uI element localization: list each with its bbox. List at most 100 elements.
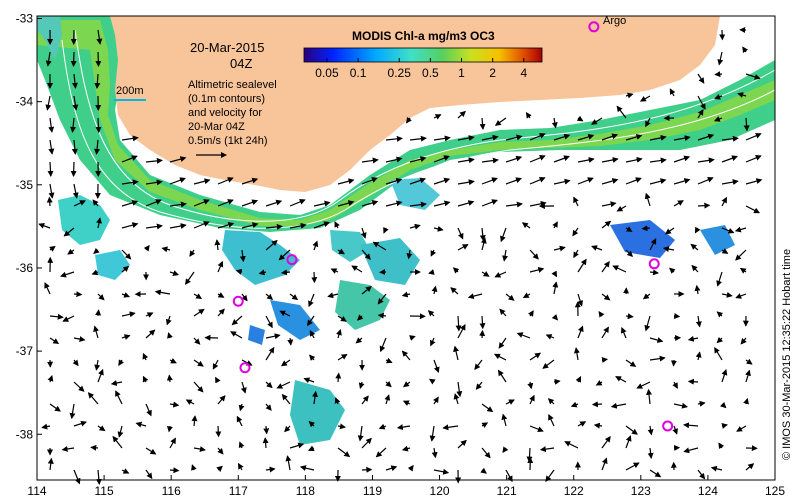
velocity-arrow [121, 334, 131, 340]
velocity-arrow [647, 425, 654, 436]
velocity-arrow [409, 135, 427, 142]
velocity-arrow [612, 265, 627, 273]
velocity-arrow [645, 117, 651, 128]
velocity-arrow [241, 177, 259, 185]
velocity-arrow [38, 222, 51, 229]
velocity-arrow [601, 357, 608, 363]
velocity-arrow [664, 227, 675, 235]
x-tick-label: 124 [698, 484, 718, 498]
velocity-arrow [169, 401, 180, 408]
velocity-arrow [49, 245, 56, 252]
velocity-arrow [361, 200, 379, 207]
velocity-arrow [695, 315, 702, 328]
velocity-arrow [145, 223, 163, 230]
velocity-arrow [429, 425, 436, 442]
velocity-arrow [529, 425, 544, 433]
velocity-arrow [73, 291, 83, 298]
velocity-arrow [457, 110, 466, 119]
velocity-arrow [236, 415, 243, 427]
velocity-arrow [265, 333, 281, 340]
argo-float-marker [286, 254, 298, 266]
velocity-arrow [330, 268, 339, 274]
velocity-arrow [553, 133, 571, 141]
velocity-arrow [97, 425, 106, 432]
velocity-arrow [299, 465, 315, 471]
velocity-arrow [721, 196, 728, 207]
velocity-arrow [385, 135, 403, 142]
velocity-arrow [193, 293, 203, 300]
velocity-arrow [285, 455, 292, 471]
velocity-arrow [625, 359, 637, 367]
velocity-arrow [577, 156, 595, 163]
velocity-arrow [46, 196, 53, 207]
velocity-arrow [240, 381, 247, 394]
velocity-arrow [337, 447, 351, 458]
velocity-arrow [745, 369, 751, 383]
velocity-arrow [185, 271, 195, 285]
velocity-arrow [601, 133, 619, 141]
velocity-arrow [572, 227, 579, 237]
argo-floats [232, 21, 674, 432]
velocity-arrow [481, 157, 499, 164]
velocity-arrow [377, 293, 387, 305]
colorbar-tick-label: 0.05 [315, 66, 339, 80]
velocity-arrow [409, 201, 427, 208]
annotation-line: and velocity for [188, 107, 262, 119]
velocity-arrow [287, 337, 294, 346]
velocity-arrow [429, 337, 436, 347]
velocity-arrow [361, 157, 379, 164]
velocity-arrow [217, 395, 226, 405]
velocity-arrow [721, 291, 733, 298]
velocity-arrow [716, 271, 723, 287]
velocity-arrow [121, 265, 130, 273]
velocity-arrow [169, 437, 176, 449]
velocity-arrow [145, 199, 162, 207]
velocity-arrow [334, 397, 341, 405]
velocity-arrow [142, 352, 149, 361]
velocity-arrow [577, 293, 584, 307]
y-tick-label: -33 [16, 11, 34, 25]
velocity-arrow [166, 374, 173, 383]
map-time: 04Z [230, 56, 252, 71]
velocity-arrow [334, 221, 340, 229]
velocity-arrow [95, 469, 102, 485]
velocity-arrow [500, 227, 507, 243]
x-tick-label: 123 [631, 484, 651, 498]
velocity-arrow [71, 73, 78, 89]
velocity-arrow [241, 222, 259, 229]
velocity-arrow [92, 199, 99, 207]
annotation-line: (0.1m contours) [188, 93, 265, 105]
land-mass [110, 16, 720, 192]
velocity-arrow [385, 177, 403, 185]
argo-float-marker [239, 362, 251, 374]
velocity-arrow [481, 199, 498, 207]
velocity-arrow [47, 375, 54, 383]
velocity-arrow [743, 117, 750, 132]
velocity-arrow [217, 447, 224, 455]
velocity-arrow [625, 462, 640, 471]
velocity-arrow [694, 284, 701, 295]
velocity-arrow [481, 447, 491, 459]
velocity-arrow [573, 249, 579, 259]
velocity-arrow [427, 310, 435, 317]
velocity-arrow [697, 157, 715, 164]
y-tick-label: -35 [16, 178, 34, 192]
velocity-arrow [217, 308, 225, 317]
velocity-arrow [49, 403, 61, 412]
velocity-arrow [601, 156, 619, 163]
velocity-arrows [38, 26, 763, 485]
velocity-arrow [48, 117, 55, 133]
velocity-arrow [145, 329, 156, 339]
velocity-arrow [457, 157, 475, 164]
velocity-arrow [625, 425, 638, 435]
velocity-arrow [110, 380, 123, 386]
velocity-arrow [351, 265, 363, 273]
x-tick-label: 119 [363, 484, 382, 498]
velocity-arrow [372, 241, 387, 251]
velocity-arrow [457, 200, 475, 207]
velocity-arrow [721, 179, 739, 186]
plot-frame [36, 15, 776, 481]
velocity-arrow [97, 368, 104, 383]
velocity-arrow [641, 225, 651, 232]
velocity-arrow [145, 157, 163, 164]
